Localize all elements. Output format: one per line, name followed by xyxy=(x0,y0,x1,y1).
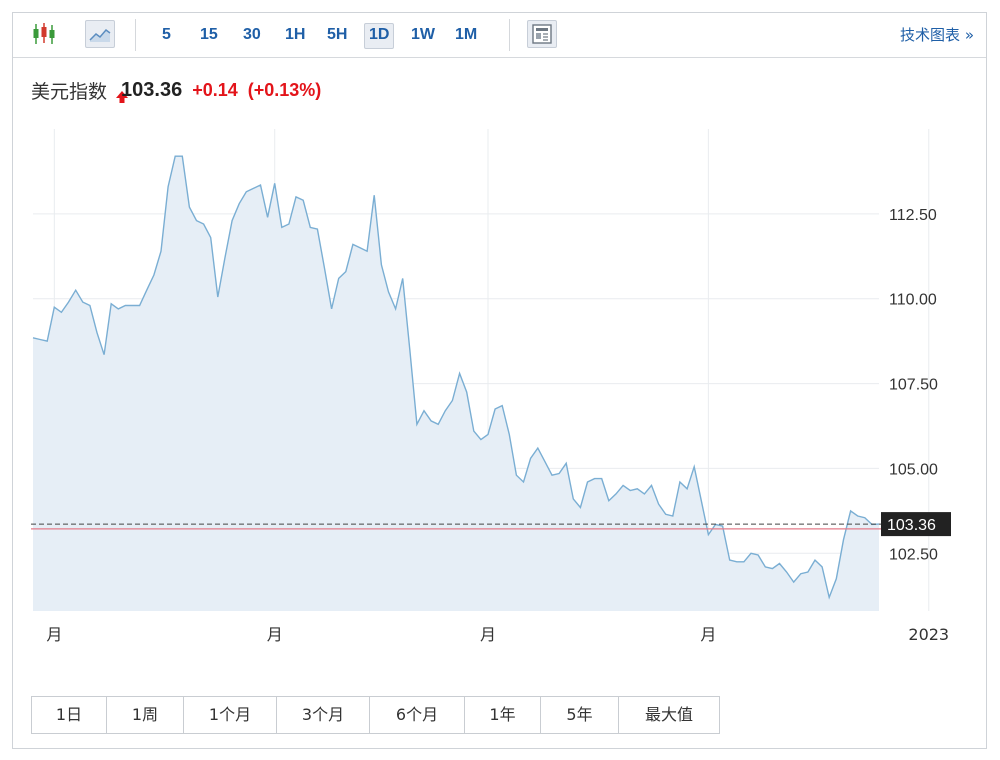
x-tick-label: 月 xyxy=(267,625,283,644)
last-price-label-bg xyxy=(881,512,951,537)
range-1y[interactable]: 1年 xyxy=(465,697,541,733)
range-6m[interactable]: 6个月 xyxy=(370,697,465,733)
y-tick-label: 102.50 xyxy=(889,546,938,563)
y-tick-label: 110.00 xyxy=(889,292,937,309)
y-tick-label: 112.50 xyxy=(889,207,937,224)
interval-5[interactable]: 5 xyxy=(162,26,171,43)
interval-1w[interactable]: 1W xyxy=(411,26,435,43)
price-change-percent: (+0.13%) xyxy=(247,79,322,100)
area-fill xyxy=(33,156,879,611)
last-price-label: 103.36 xyxy=(887,517,936,534)
interval-30[interactable]: 30 xyxy=(243,26,261,43)
chart-toolbar: 5 15 30 1H 5H 1D 1W 1M 技术图表 » xyxy=(13,13,986,58)
interval-15[interactable]: 15 xyxy=(200,26,218,43)
range-selector: 1日 1周 1个月 3个月 6个月 1年 5年 最大值 xyxy=(31,696,720,734)
range-5y[interactable]: 5年 xyxy=(541,697,619,733)
candlestick-chart-icon[interactable] xyxy=(29,20,59,48)
interval-5h[interactable]: 5H xyxy=(327,26,348,43)
y-tick-label: 105.00 xyxy=(889,461,938,478)
range-3m[interactable]: 3个月 xyxy=(277,697,370,733)
x-tick-label: 月 xyxy=(700,625,716,644)
interval-1d[interactable]: 1D xyxy=(364,23,395,49)
range-1d[interactable]: 1日 xyxy=(32,697,107,733)
price-change: +0.14 xyxy=(192,79,238,100)
x-tick-label: 月 xyxy=(46,625,62,644)
range-1w[interactable]: 1周 xyxy=(107,697,184,733)
range-max[interactable]: 最大值 xyxy=(619,697,719,733)
interval-1h[interactable]: 1H xyxy=(285,26,306,43)
x-tick-label: 月 xyxy=(480,625,496,644)
chart-widget: 5 15 30 1H 5H 1D 1W 1M 技术图表 » 美元指数 xyxy=(12,12,987,749)
technical-chart-link[interactable]: 技术图表 » xyxy=(900,26,974,44)
price-chart: 英为财情Investing.com103.36102.50105.00107.5… xyxy=(31,129,951,644)
y-tick-label: 107.50 xyxy=(889,377,938,394)
interval-1m[interactable]: 1M xyxy=(455,26,478,43)
toolbar-separator xyxy=(135,19,136,51)
news-panel-icon[interactable] xyxy=(527,20,557,48)
price-line xyxy=(32,155,880,600)
x-tick-label: 2023 xyxy=(908,625,949,644)
quote-header: 美元指数 103.36 +0.14 (+0.13%) xyxy=(31,77,321,103)
last-price: 103.36 xyxy=(121,78,183,101)
instrument-name: 美元指数 xyxy=(31,80,108,103)
range-1m[interactable]: 1个月 xyxy=(184,697,277,733)
area-chart-icon[interactable] xyxy=(85,20,115,48)
toolbar-separator xyxy=(509,19,510,51)
